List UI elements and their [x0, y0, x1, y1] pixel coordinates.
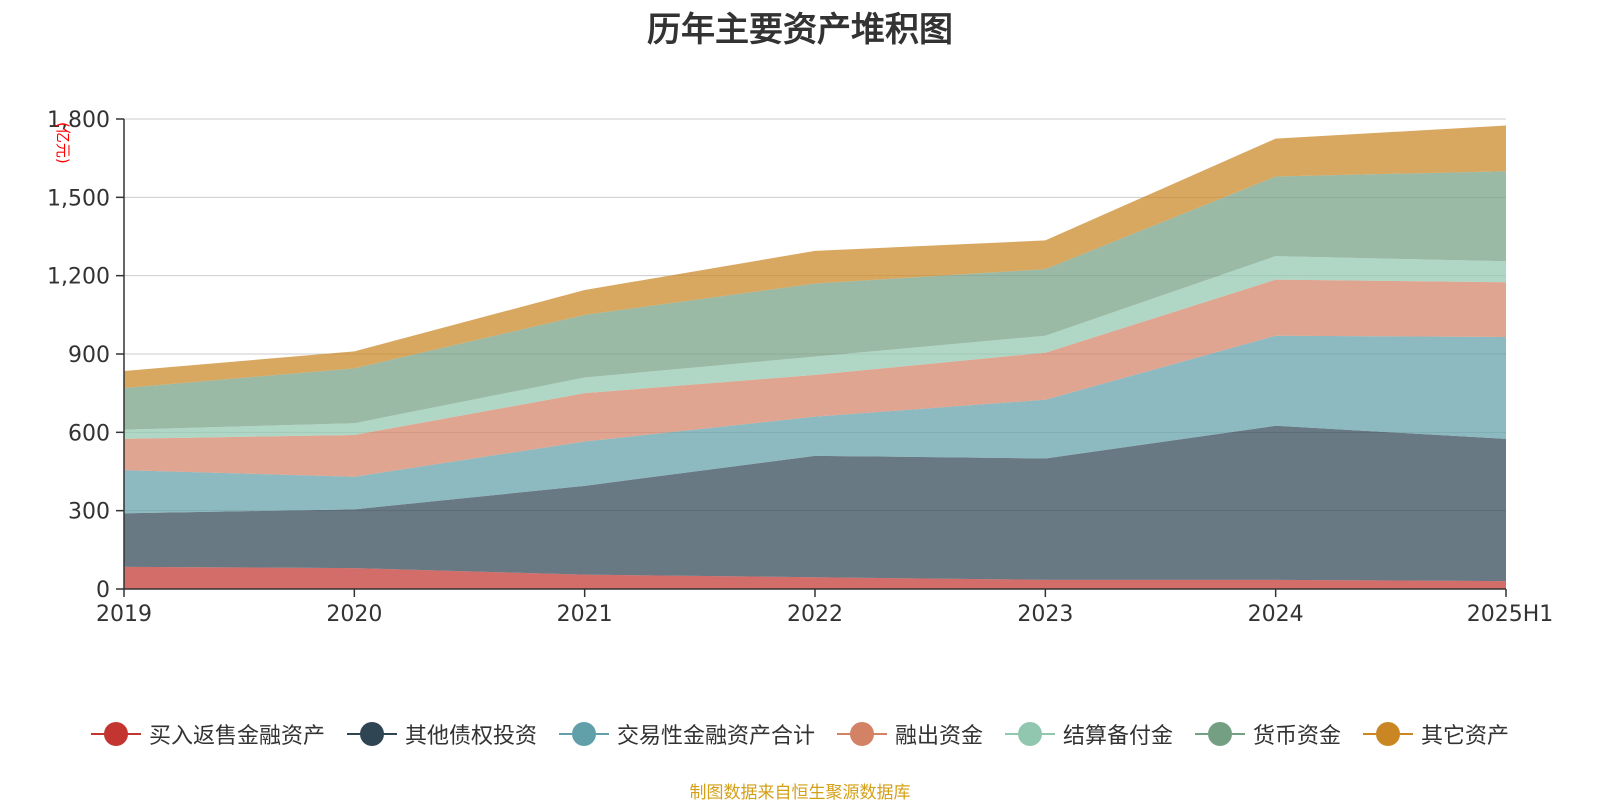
x-tick-label: 2021: [557, 602, 613, 627]
x-tick-label: 2020: [326, 602, 382, 627]
legend-label: 融出资金: [894, 724, 983, 749]
x-tick-label: 2024: [1248, 602, 1304, 627]
legend: 买入返售金融资产 其他债权投资 交易性金融资产合计 融出资金 结算备付金 货币资金 其它资产: [0, 718, 1600, 750]
stacked-area-chart: 0 300 600 900 1,200 1,500 1,800 2019 2020 2021 202…: [47, 108, 1553, 627]
legend-marker-icon: [90, 721, 141, 747]
y-tick-label: 1,200: [47, 265, 110, 290]
area-series-6: [124, 171, 1506, 430]
area-series: [124, 125, 1506, 589]
y-tick-label: 900: [68, 343, 110, 368]
legend-marker-icon: [1363, 721, 1414, 747]
y-tick-label: 1,500: [47, 186, 110, 211]
legend-item-7[interactable]: 其它资产: [1363, 718, 1509, 750]
legend-item-4[interactable]: 融出资金: [836, 718, 983, 750]
x-tick-label: 2025H1: [1467, 602, 1554, 627]
legend-label: 其它资产: [1421, 724, 1510, 749]
legend-marker-icon: [836, 721, 887, 747]
x-tick-label: 2023: [1017, 602, 1073, 627]
x-tick-label: 2022: [787, 602, 843, 627]
axes: 0 300 600 900 1,200 1,500 1,800 2019 2020 2021 202…: [47, 108, 1553, 627]
area-series-3: [124, 335, 1506, 514]
area-series-1: [124, 566, 1506, 589]
legend-item-5[interactable]: 结算备付金: [1005, 718, 1173, 750]
legend-item-1[interactable]: 买入返售金融资产: [90, 718, 325, 750]
area-series-2: [124, 425, 1506, 582]
legend-label: 货币资金: [1253, 724, 1342, 749]
legend-label: 结算备付金: [1063, 724, 1174, 749]
legend-marker-icon: [1195, 721, 1246, 747]
y-tick-label: 600: [68, 421, 110, 446]
legend-item-2[interactable]: 其他债权投资: [346, 718, 537, 750]
legend-item-3[interactable]: 交易性金融资产合计: [558, 718, 815, 750]
legend-marker-icon: [1005, 721, 1055, 747]
legend-label: 其他债权投资: [404, 724, 537, 749]
legend-label: 交易性金融资产合计: [616, 724, 815, 749]
source-note: 制图数据来自恒生聚源数据库: [689, 783, 911, 803]
area-series-7: [124, 125, 1506, 388]
x-tick-label: 2019: [96, 602, 152, 627]
y-axis-unit-label: (亿元): [54, 122, 72, 164]
y-tick-label: 300: [68, 500, 110, 525]
y-tick-label: 0: [96, 578, 110, 603]
legend-marker-icon: [346, 721, 397, 747]
area-series-5: [124, 256, 1506, 439]
legend-marker-icon: [558, 721, 609, 747]
legend-item-6[interactable]: 货币资金: [1195, 718, 1341, 750]
y-tick-label: 1,800: [47, 108, 110, 133]
chart-title: 历年主要资产堆积图: [647, 10, 953, 50]
legend-label: 买入返售金融资产: [148, 724, 325, 749]
area-series-4: [124, 279, 1506, 477]
